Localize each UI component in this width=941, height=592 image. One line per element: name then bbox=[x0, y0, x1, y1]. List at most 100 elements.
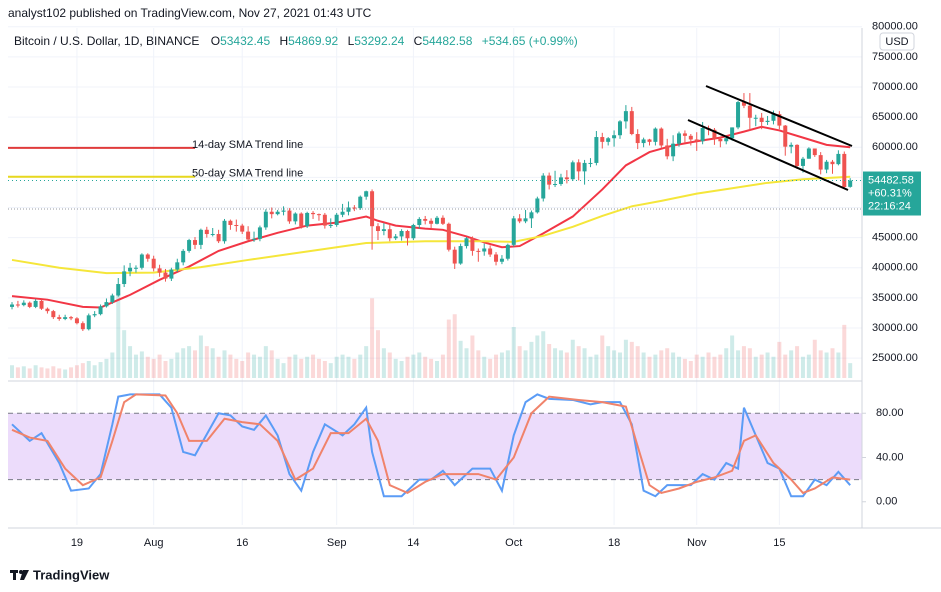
candle-body bbox=[364, 191, 369, 197]
volume-bar bbox=[440, 354, 445, 378]
volume-bar bbox=[387, 352, 392, 378]
volume-bar bbox=[718, 354, 723, 378]
x-tick-label: Oct bbox=[505, 537, 522, 549]
volume-bar bbox=[842, 324, 847, 378]
volume-bar bbox=[181, 348, 186, 378]
volume-bar bbox=[116, 293, 121, 378]
candle-body bbox=[795, 144, 800, 166]
volume-bar bbox=[145, 356, 150, 378]
candle-body bbox=[511, 218, 516, 245]
symbol-info: Bitcoin / U.S. Dollar, 1D, BINANCE O5343… bbox=[14, 34, 578, 48]
candle-body bbox=[641, 139, 646, 144]
candle-body bbox=[576, 162, 581, 172]
candle-body bbox=[612, 135, 617, 139]
price-label-box bbox=[863, 171, 921, 216]
candle-body bbox=[322, 214, 327, 226]
volume-bar bbox=[240, 361, 245, 378]
candle-body bbox=[293, 213, 298, 222]
volume-bar bbox=[305, 356, 310, 378]
candle-body bbox=[163, 272, 168, 279]
candle-body bbox=[789, 144, 794, 147]
countdown: 22:16:24 bbox=[868, 200, 911, 212]
candle-body bbox=[759, 117, 764, 122]
volume-bar bbox=[641, 352, 646, 378]
candle-body bbox=[747, 105, 752, 118]
candle-body bbox=[677, 133, 682, 144]
candle-body bbox=[606, 138, 611, 142]
candle-body bbox=[399, 231, 404, 237]
candle-body bbox=[458, 246, 463, 264]
candle-body bbox=[712, 129, 717, 139]
volume-bar bbox=[128, 346, 133, 378]
high-value: 54869.92 bbox=[288, 34, 338, 48]
volume-bar bbox=[741, 346, 746, 378]
candle-body bbox=[187, 240, 192, 251]
candle-body bbox=[352, 207, 357, 209]
volume-bar bbox=[51, 366, 56, 378]
candle-body bbox=[647, 139, 652, 142]
volume-bar bbox=[57, 368, 62, 378]
y-tick-label: 60000.00 bbox=[872, 141, 918, 153]
volume-bar bbox=[275, 358, 280, 378]
volume-bar bbox=[653, 354, 658, 378]
volume-bar bbox=[210, 348, 215, 378]
candle-body bbox=[246, 231, 251, 240]
volume-bar bbox=[15, 367, 20, 378]
volume-bar bbox=[393, 358, 398, 378]
candle-body bbox=[499, 258, 504, 262]
volume-bar bbox=[800, 356, 805, 378]
candle-body bbox=[104, 302, 109, 307]
volume-bar bbox=[269, 350, 274, 378]
x-tick-label: 16 bbox=[236, 537, 248, 549]
volume-bar bbox=[328, 363, 333, 378]
volume-bar bbox=[216, 356, 221, 378]
volume-bar bbox=[730, 335, 735, 378]
candle-body bbox=[653, 128, 658, 142]
volume-bar bbox=[765, 352, 770, 378]
indicator-line bbox=[11, 125, 851, 309]
candle-body bbox=[381, 229, 386, 232]
volume-bar bbox=[553, 348, 558, 378]
brand: TradingView bbox=[33, 567, 110, 582]
plot: 19 Aug 16 Sep 14 Oct 18 Nov 15 25000.00 30000.00 35… bbox=[8, 21, 918, 549]
current-price: 54482.58 bbox=[868, 174, 914, 186]
price-change: +60.31% bbox=[868, 187, 912, 199]
currency[interactable]: USD bbox=[885, 36, 908, 48]
candle-body bbox=[535, 198, 540, 213]
ohlc-label: H bbox=[279, 34, 288, 48]
volume-bar bbox=[21, 366, 26, 378]
volume-bar bbox=[411, 354, 416, 378]
volume-bar bbox=[192, 350, 197, 378]
candle-body bbox=[358, 196, 363, 209]
volume-bar bbox=[399, 361, 404, 378]
candle-body bbox=[375, 226, 380, 232]
volume-bar bbox=[570, 339, 575, 378]
x-tick-label: Aug bbox=[144, 537, 164, 549]
candle-body bbox=[305, 212, 310, 227]
channel-line bbox=[687, 119, 849, 191]
volume-bar bbox=[830, 348, 835, 378]
candle-body bbox=[69, 317, 74, 319]
currency-box[interactable] bbox=[879, 32, 915, 51]
volume-bar bbox=[464, 348, 469, 378]
volume-bar bbox=[287, 356, 292, 378]
candle-body bbox=[694, 139, 699, 142]
candle-body bbox=[287, 210, 292, 222]
candle-body bbox=[228, 220, 233, 225]
candle-body bbox=[198, 229, 203, 245]
candle-body bbox=[718, 138, 723, 142]
x-tick-label: 14 bbox=[407, 537, 419, 549]
volume-bar bbox=[92, 365, 97, 378]
volume-bar bbox=[63, 369, 68, 378]
volume-bar bbox=[759, 354, 764, 378]
volume-bar bbox=[334, 356, 339, 378]
y-tick-label: 30000.00 bbox=[872, 322, 918, 334]
candle-body bbox=[216, 234, 221, 242]
candle-body bbox=[311, 212, 316, 215]
volume-bar bbox=[612, 350, 617, 378]
candle-body bbox=[724, 138, 729, 142]
candle-body bbox=[157, 268, 162, 273]
volume-bar bbox=[806, 354, 811, 378]
candle-body bbox=[80, 323, 85, 330]
